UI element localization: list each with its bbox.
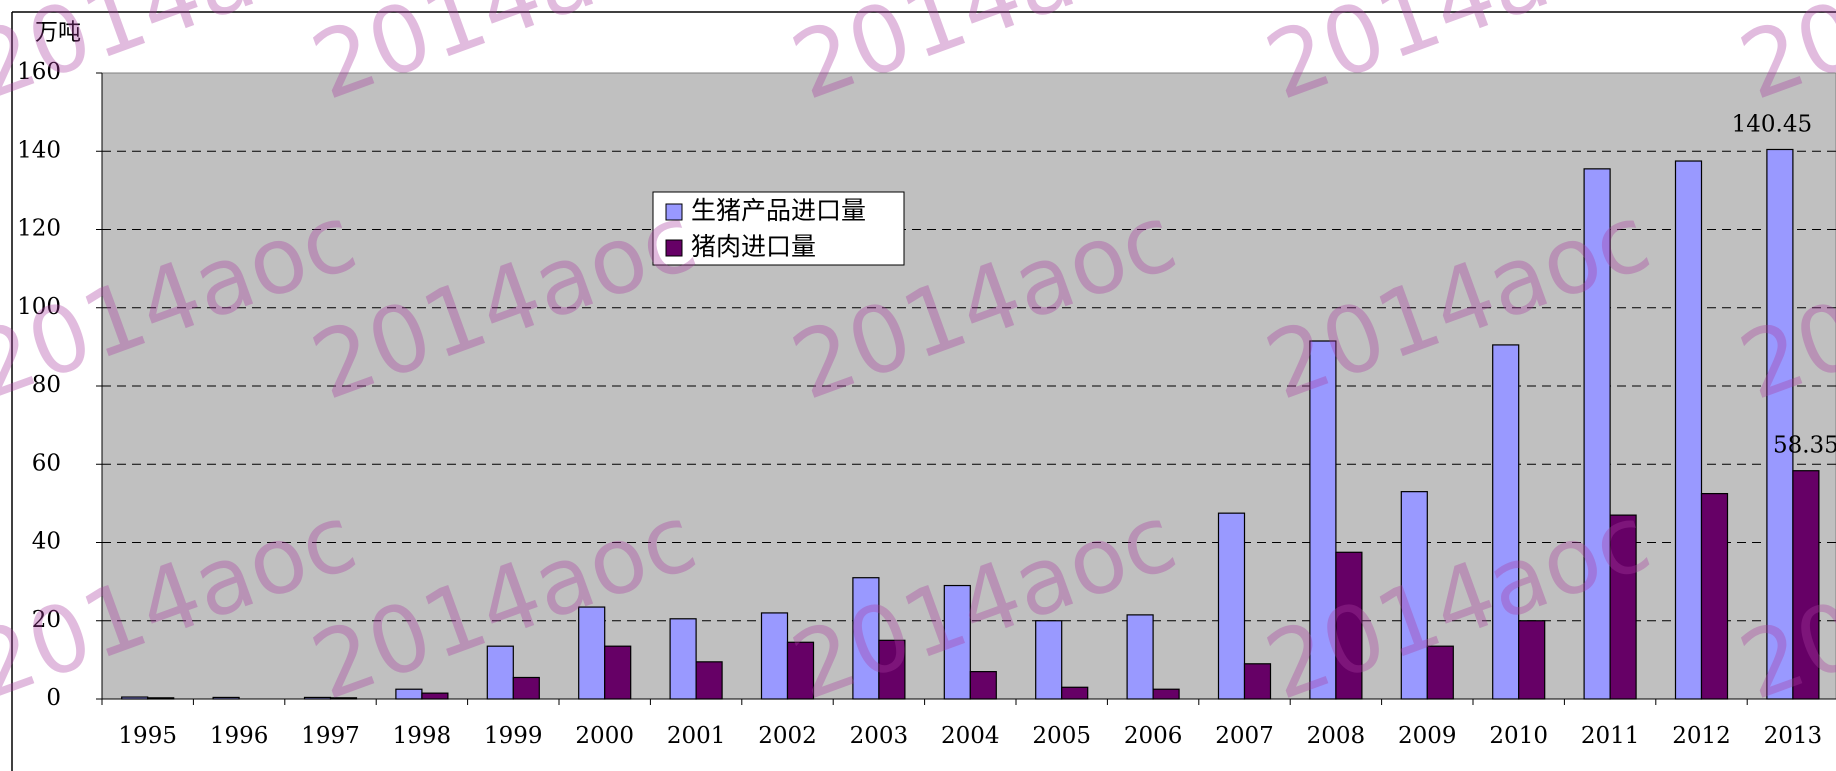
y-tick-label: 120 [17,216,61,242]
bar [421,692,449,700]
x-tick-label: 1999 [484,723,543,749]
x-tick-label: 2003 [850,723,909,749]
bar [1426,645,1454,700]
x-tick-label: 2012 [1672,723,1731,749]
bar [1583,168,1611,700]
data-label: 140.45 [1732,111,1812,137]
bar [1061,686,1089,700]
bar [969,671,997,700]
x-tick-label: 1997 [301,723,360,749]
bar [1492,344,1520,700]
bar [669,618,697,700]
x-tick-label: 2006 [1124,723,1183,749]
legend-label: 猪肉进口量 [691,232,816,261]
y-tick-label: 0 [46,685,61,711]
x-tick-label: 2009 [1398,723,1457,749]
bar [878,639,906,700]
bar [1700,492,1729,700]
x-tick-label: 2001 [667,723,726,749]
x-tick-label: 2005 [1032,723,1091,749]
x-tick-label: 2002 [758,723,817,749]
y-tick-label: 40 [32,529,61,555]
legend-swatch [665,203,683,221]
bar [695,661,723,700]
x-tick-label: 2010 [1489,723,1548,749]
y-axis-label: 万吨 [35,20,81,46]
bar [1309,340,1337,700]
legend-label: 生猪产品进口量 [691,196,866,225]
bar [1766,148,1794,700]
bar [1035,620,1063,700]
x-tick-label: 2008 [1307,723,1366,749]
bar [1792,470,1820,700]
bar [1674,160,1703,700]
x-tick-label: 1995 [118,723,177,749]
bar [486,645,514,700]
legend-box [652,191,905,266]
bar [1126,614,1154,700]
y-tick-label: 60 [32,450,61,476]
x-tick-label: 1998 [393,723,452,749]
bar [1243,663,1272,700]
legend-swatch [665,239,683,257]
x-tick-label: 2013 [1764,723,1823,749]
y-tick-label: 160 [17,59,61,85]
bar [1400,491,1428,700]
bar [512,676,540,700]
bar [1217,512,1246,700]
x-tick-label: 1996 [210,723,269,749]
x-tick-label: 2011 [1581,723,1640,749]
y-tick-label: 80 [32,372,61,398]
bar [852,577,880,700]
y-tick-label: 100 [17,294,61,320]
bar [1152,688,1180,700]
x-tick-label: 2004 [941,723,1000,749]
y-tick-label: 140 [17,137,61,163]
bar [604,645,632,700]
data-label: 58.35 [1773,433,1836,459]
y-tick-label: 20 [32,607,61,633]
x-tick-label: 2007 [1215,723,1274,749]
x-tick-label: 2000 [575,723,634,749]
